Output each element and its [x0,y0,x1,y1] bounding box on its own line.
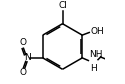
Text: O: O [20,38,27,47]
Text: N: N [24,53,31,62]
Text: Cl: Cl [58,1,67,10]
Text: OH: OH [91,27,105,36]
Text: H: H [90,64,97,73]
Text: O: O [20,68,27,77]
Text: NH: NH [89,50,103,59]
